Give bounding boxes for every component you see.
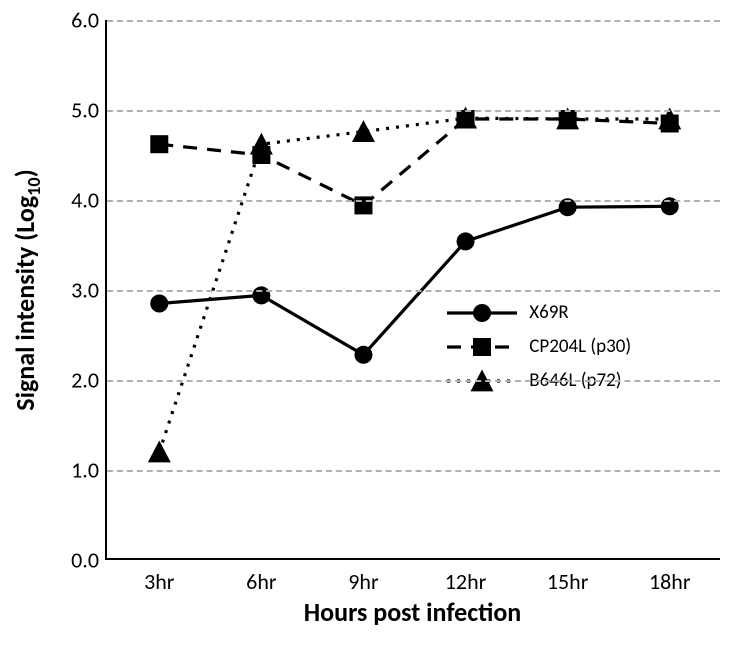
y-tick-label: 0.0 [57, 547, 99, 574]
x-tick-label: 6hr [246, 568, 276, 595]
signal-intensity-chart: X69RCP204L (p30)B646L (p72) 0.01.02.03.0… [0, 0, 748, 651]
series-marker [457, 232, 475, 250]
y-tick-label: 6.0 [57, 7, 99, 34]
legend-item: CP204L (p30) [445, 333, 631, 361]
gridline [107, 200, 720, 202]
gridline [107, 290, 720, 292]
series-marker [148, 441, 171, 463]
gridline [107, 380, 720, 382]
y-axis-label: Signal intensity (Log10) [9, 169, 45, 410]
gridline [107, 470, 720, 472]
gridline [107, 20, 720, 22]
series-line [159, 119, 669, 205]
legend: X69RCP204L (p30)B646L (p72) [445, 293, 631, 401]
y-tick-label: 5.0 [57, 97, 99, 124]
legend-label: CP204L (p30) [529, 335, 631, 358]
x-tick-label: 15hr [547, 568, 589, 595]
gridline [107, 110, 720, 112]
series-marker [150, 295, 168, 313]
y-tick-label: 1.0 [57, 457, 99, 484]
x-tick-label: 12hr [445, 568, 487, 595]
series-marker [354, 346, 372, 364]
y-tick-label: 2.0 [57, 367, 99, 394]
legend-label: X69R [529, 301, 568, 324]
y-tick-label: 4.0 [57, 187, 99, 214]
y-tick-label: 3.0 [57, 277, 99, 304]
x-axis-label: Hours post infection [304, 596, 522, 628]
x-tick-label: 18hr [649, 568, 691, 595]
x-tick-label: 3hr [144, 568, 174, 595]
x-tick-label: 9hr [348, 568, 378, 595]
series-line [159, 118, 669, 452]
legend-item: X69R [445, 299, 631, 327]
legend-swatch [445, 335, 519, 359]
series-marker [352, 120, 375, 142]
plot-area: X69RCP204L (p30)B646L (p72) 0.01.02.03.0… [105, 20, 720, 560]
series-marker [150, 135, 168, 153]
legend-swatch [445, 301, 519, 325]
